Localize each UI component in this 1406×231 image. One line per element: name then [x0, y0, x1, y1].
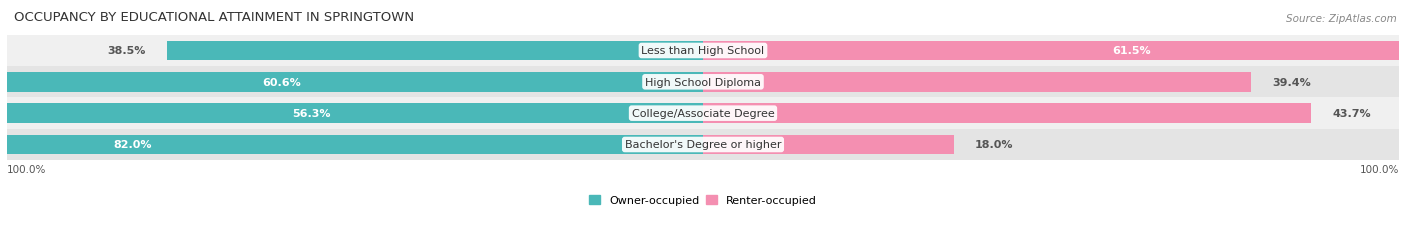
- Text: 56.3%: 56.3%: [292, 109, 330, 119]
- Text: 100.0%: 100.0%: [7, 164, 46, 174]
- Bar: [7, 129, 1399, 161]
- Text: High School Diploma: High School Diploma: [645, 77, 761, 87]
- Text: OCCUPANCY BY EDUCATIONAL ATTAINMENT IN SPRINGTOWN: OCCUPANCY BY EDUCATIONAL ATTAINMENT IN S…: [14, 11, 413, 24]
- Bar: [0, 135, 703, 155]
- Text: Less than High School: Less than High School: [641, 46, 765, 56]
- Legend: Owner-occupied, Renter-occupied: Owner-occupied, Renter-occupied: [589, 195, 817, 205]
- Text: 61.5%: 61.5%: [1112, 46, 1150, 56]
- Bar: [703, 104, 1312, 123]
- Text: 82.0%: 82.0%: [112, 140, 152, 150]
- Text: 18.0%: 18.0%: [974, 140, 1012, 150]
- Text: 43.7%: 43.7%: [1333, 109, 1371, 119]
- Bar: [0, 104, 703, 123]
- Bar: [167, 42, 703, 61]
- Text: 38.5%: 38.5%: [108, 46, 146, 56]
- Bar: [7, 67, 1399, 98]
- Text: 39.4%: 39.4%: [1272, 77, 1312, 87]
- Bar: [703, 42, 1406, 61]
- Text: College/Associate Degree: College/Associate Degree: [631, 109, 775, 119]
- Bar: [7, 98, 1399, 129]
- Bar: [7, 36, 1399, 67]
- Text: 60.6%: 60.6%: [262, 77, 301, 87]
- Bar: [703, 73, 1251, 92]
- Text: 100.0%: 100.0%: [1360, 164, 1399, 174]
- Bar: [703, 135, 953, 155]
- Text: Source: ZipAtlas.com: Source: ZipAtlas.com: [1285, 14, 1396, 24]
- Bar: [0, 73, 703, 92]
- Text: Bachelor's Degree or higher: Bachelor's Degree or higher: [624, 140, 782, 150]
